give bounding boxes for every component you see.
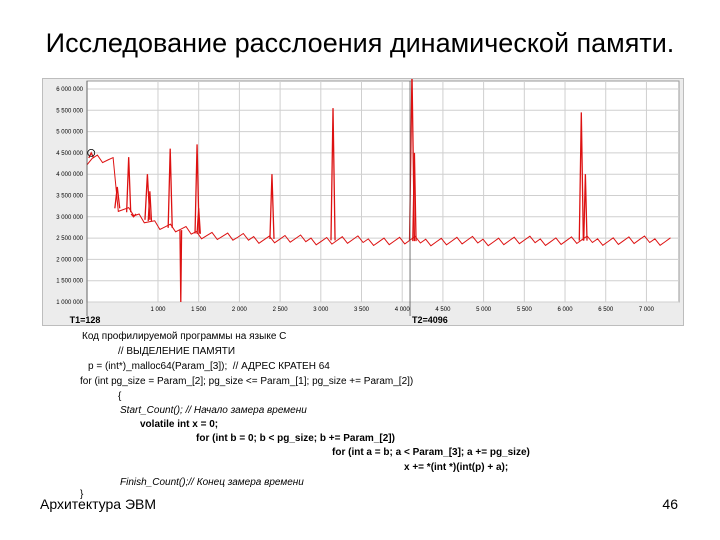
spike-mark bbox=[330, 108, 336, 241]
spike-mark bbox=[583, 174, 588, 241]
x-tick-label: 3 500 bbox=[354, 307, 370, 313]
series-line bbox=[86, 154, 671, 247]
code-line: Start_Count(); // Начало замера времени bbox=[120, 405, 307, 416]
code-line: x += *(int *)(int(p) + a); bbox=[404, 462, 509, 473]
x-tick-label: 4 000 bbox=[395, 307, 411, 313]
code-line: Finish_Count();// Конец замера времени bbox=[120, 477, 304, 488]
slide-title: Исследование расслоения динамической пам… bbox=[45, 28, 675, 58]
code-line: Код профилируемой программы на языке С bbox=[82, 331, 287, 342]
spike-mark bbox=[114, 186, 121, 209]
threshold-label: T1=128 bbox=[70, 315, 101, 325]
code-line: { bbox=[118, 391, 122, 402]
x-tick-label: 4 500 bbox=[435, 307, 451, 313]
y-tick-label: 4 500 000 bbox=[56, 151, 83, 157]
x-tick-label: 1 500 bbox=[191, 307, 207, 313]
y-tick-label: 3 500 000 bbox=[56, 194, 83, 200]
page-number: 46 bbox=[662, 496, 678, 512]
spike-mark bbox=[179, 230, 183, 303]
code-line: for (int b = 0; b < pg_size; b += Param_… bbox=[196, 433, 395, 444]
x-tick-label: 7 000 bbox=[639, 307, 655, 313]
x-tick-label: 5 500 bbox=[517, 307, 533, 313]
y-tick-label: 6 000 000 bbox=[56, 87, 83, 93]
spike-mark bbox=[578, 112, 584, 241]
start-marker bbox=[87, 149, 96, 157]
line-chart: 1 000 1 500 2 000 2 500 3 000 3 500 4 000 4 500… bbox=[56, 79, 680, 325]
y-tick-label: 1 000 000 bbox=[56, 300, 83, 306]
y-tick-label: 1 500 000 bbox=[56, 279, 83, 285]
y-tick-label: 3 000 000 bbox=[56, 215, 83, 221]
plot-area bbox=[86, 80, 680, 303]
spike-mark bbox=[147, 191, 153, 222]
threshold-label: T2=4096 bbox=[412, 315, 448, 325]
spike-mark bbox=[194, 144, 200, 234]
x-tick-label: 2 500 bbox=[273, 307, 289, 313]
x-tick-label: 6 500 bbox=[598, 307, 614, 313]
chart-frame: 1 000 1 500 2 000 2 500 3 000 3 500 4 000 4 500… bbox=[42, 78, 684, 326]
y-tick-label: 2 500 000 bbox=[56, 236, 83, 242]
y-tick-label: 5 500 000 bbox=[56, 108, 83, 114]
x-tick-label: 6 000 bbox=[558, 307, 574, 313]
spike-mark bbox=[269, 174, 275, 239]
spike-mark bbox=[130, 213, 137, 218]
spike-mark bbox=[196, 208, 201, 234]
code-line: for (int a = b; a < Param_[3]; a += pg_s… bbox=[332, 447, 530, 458]
code-line: p = (int*)_malloc64(Param_[3]); // АДРЕС… bbox=[88, 361, 330, 372]
code-line: for (int pg_size = Param_[2]; pg_size <=… bbox=[80, 376, 414, 387]
spike-mark bbox=[167, 148, 173, 228]
spike-mark bbox=[412, 152, 417, 242]
y-tick-label: 2 000 000 bbox=[56, 257, 83, 263]
y-tick-label: 5 000 000 bbox=[56, 130, 83, 136]
footer-course-title: Архитектура ЭВМ bbox=[40, 496, 157, 512]
spike-mark bbox=[125, 157, 132, 213]
x-tick-label: 3 000 bbox=[313, 307, 329, 313]
code-line: volatile int x = 0; bbox=[140, 419, 219, 430]
x-tick-label: 5 000 bbox=[476, 307, 492, 313]
code-line: // ВЫДЕЛЕНИЕ ПАМЯТИ bbox=[118, 346, 236, 357]
y-tick-label: 4 000 000 bbox=[56, 172, 83, 178]
x-tick-label: 1 000 bbox=[150, 307, 166, 313]
x-tick-label: 2 000 bbox=[232, 307, 248, 313]
